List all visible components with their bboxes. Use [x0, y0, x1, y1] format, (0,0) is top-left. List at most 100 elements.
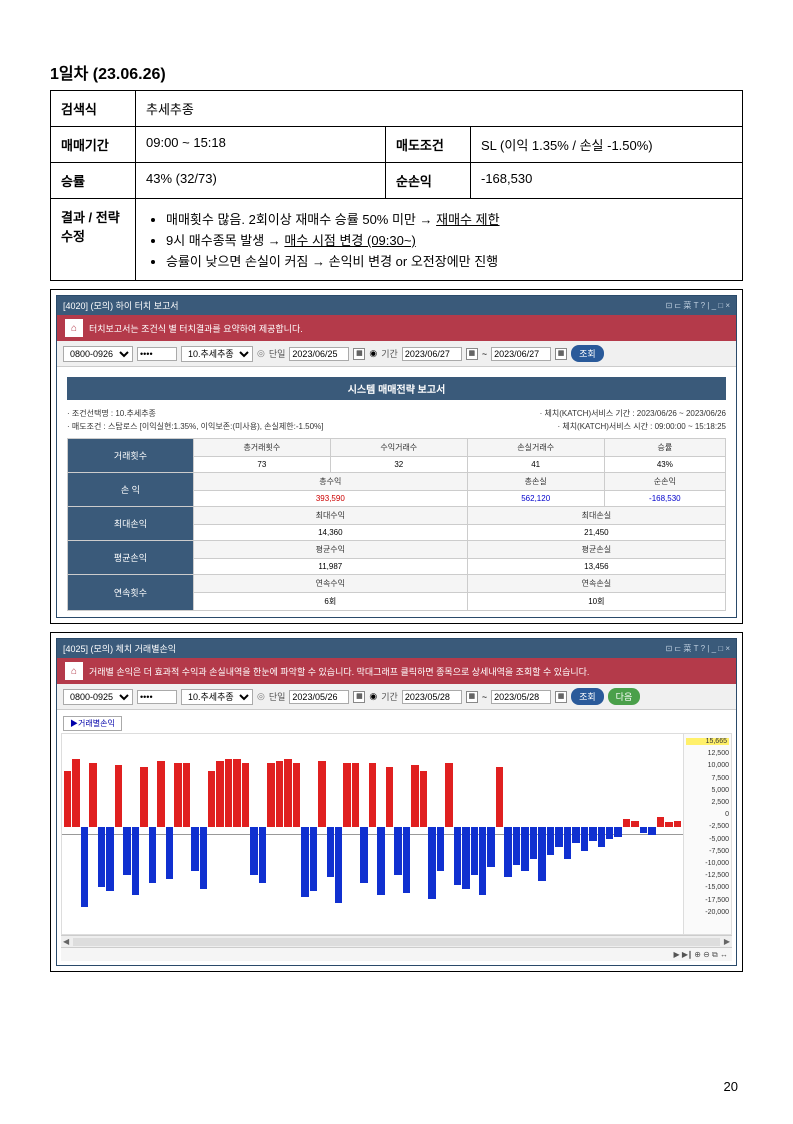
- chart-scrollbar[interactable]: ◀ ▶: [61, 935, 732, 947]
- date2-input[interactable]: [491, 690, 551, 704]
- bar[interactable]: [132, 738, 139, 916]
- bar[interactable]: [555, 738, 562, 916]
- bar[interactable]: [106, 738, 113, 916]
- bar[interactable]: [327, 738, 334, 916]
- bar[interactable]: [606, 738, 613, 916]
- calendar-icon[interactable]: ▦: [353, 691, 365, 703]
- bar[interactable]: [343, 738, 350, 916]
- bar[interactable]: [513, 738, 520, 916]
- date1-input[interactable]: [402, 690, 462, 704]
- date1-input[interactable]: [402, 347, 462, 361]
- bar[interactable]: [437, 738, 444, 916]
- pw-input[interactable]: [137, 347, 177, 361]
- bar[interactable]: [301, 738, 308, 916]
- bar[interactable]: [572, 738, 579, 916]
- pw-input[interactable]: [137, 690, 177, 704]
- next-button[interactable]: 다음: [608, 688, 641, 705]
- bar[interactable]: [547, 738, 554, 916]
- bar[interactable]: [428, 738, 435, 916]
- bar[interactable]: [293, 738, 300, 916]
- bar[interactable]: [140, 738, 147, 916]
- bar[interactable]: [284, 738, 291, 916]
- bar[interactable]: [614, 738, 621, 916]
- window-controls-icon[interactable]: ⊡ ⊏ 菜 T ? | _ □ ×: [666, 643, 730, 654]
- account-select[interactable]: 0800-0925: [63, 689, 133, 705]
- bar[interactable]: [598, 738, 605, 916]
- bar[interactable]: [89, 738, 96, 916]
- bar[interactable]: [216, 738, 223, 916]
- account-select[interactable]: 0800-0926: [63, 346, 133, 362]
- bar[interactable]: [233, 738, 240, 916]
- radio-icon[interactable]: ◉: [369, 348, 377, 359]
- bar[interactable]: [589, 738, 596, 916]
- bar[interactable]: [318, 738, 325, 916]
- bar[interactable]: [581, 738, 588, 916]
- scroll-right-icon[interactable]: ▶: [724, 937, 730, 946]
- bar[interactable]: [335, 738, 342, 916]
- bar[interactable]: [640, 738, 647, 916]
- bar[interactable]: [259, 738, 266, 916]
- bar[interactable]: [166, 738, 173, 916]
- bar[interactable]: [369, 738, 376, 916]
- bar[interactable]: [81, 738, 88, 916]
- bar[interactable]: [454, 738, 461, 916]
- bar[interactable]: [149, 738, 156, 916]
- calendar-icon[interactable]: ▦: [555, 691, 567, 703]
- bar[interactable]: [174, 738, 181, 916]
- single-date-input[interactable]: [289, 347, 349, 361]
- bar[interactable]: [462, 738, 469, 916]
- bar[interactable]: [225, 738, 232, 916]
- single-date-input[interactable]: [289, 690, 349, 704]
- bar[interactable]: [657, 738, 664, 916]
- date2-input[interactable]: [491, 347, 551, 361]
- bar[interactable]: [521, 738, 528, 916]
- scroll-track[interactable]: [73, 938, 720, 946]
- calendar-icon[interactable]: ▦: [466, 691, 478, 703]
- bar[interactable]: [631, 738, 638, 916]
- chart-footer-icons[interactable]: ▶ ▶∥ ⊕ ⊖ ⧉ ↔: [673, 950, 728, 960]
- bar[interactable]: [360, 738, 367, 916]
- bar[interactable]: [242, 738, 249, 916]
- chart-tab[interactable]: ▶거래별손익: [63, 716, 122, 731]
- bar[interactable]: [479, 738, 486, 916]
- bar[interactable]: [665, 738, 672, 916]
- bar[interactable]: [64, 738, 71, 916]
- bar[interactable]: [377, 738, 384, 916]
- bar[interactable]: [98, 738, 105, 916]
- search-button[interactable]: 조회: [571, 345, 604, 362]
- bar[interactable]: [352, 738, 359, 916]
- calendar-icon[interactable]: ▦: [555, 348, 567, 360]
- bar[interactable]: [200, 738, 207, 916]
- bar[interactable]: [183, 738, 190, 916]
- bar[interactable]: [487, 738, 494, 916]
- bar[interactable]: [420, 738, 427, 916]
- bar[interactable]: [72, 738, 79, 916]
- bar[interactable]: [115, 738, 122, 916]
- calendar-icon[interactable]: ▦: [353, 348, 365, 360]
- bar[interactable]: [496, 738, 503, 916]
- bar[interactable]: [445, 738, 452, 916]
- bar[interactable]: [674, 738, 681, 916]
- bar[interactable]: [648, 738, 655, 916]
- window-controls-icon[interactable]: ⊡ ⊏ 菜 T ? | _ □ ×: [666, 300, 730, 311]
- bar[interactable]: [267, 738, 274, 916]
- scroll-left-icon[interactable]: ◀: [63, 937, 69, 946]
- bar[interactable]: [471, 738, 478, 916]
- bar[interactable]: [123, 738, 130, 916]
- bar[interactable]: [250, 738, 257, 916]
- bar[interactable]: [403, 738, 410, 916]
- chart-bars[interactable]: [62, 734, 683, 934]
- radio-icon[interactable]: ◉: [369, 691, 377, 702]
- bar[interactable]: [394, 738, 401, 916]
- search-button[interactable]: 조회: [571, 688, 604, 705]
- bar[interactable]: [276, 738, 283, 916]
- calendar-icon[interactable]: ▦: [466, 348, 478, 360]
- bar[interactable]: [310, 738, 317, 916]
- bar[interactable]: [538, 738, 545, 916]
- bar[interactable]: [157, 738, 164, 916]
- bar[interactable]: [386, 738, 393, 916]
- bar[interactable]: [504, 738, 511, 916]
- bar[interactable]: [411, 738, 418, 916]
- bar[interactable]: [564, 738, 571, 916]
- bar[interactable]: [530, 738, 537, 916]
